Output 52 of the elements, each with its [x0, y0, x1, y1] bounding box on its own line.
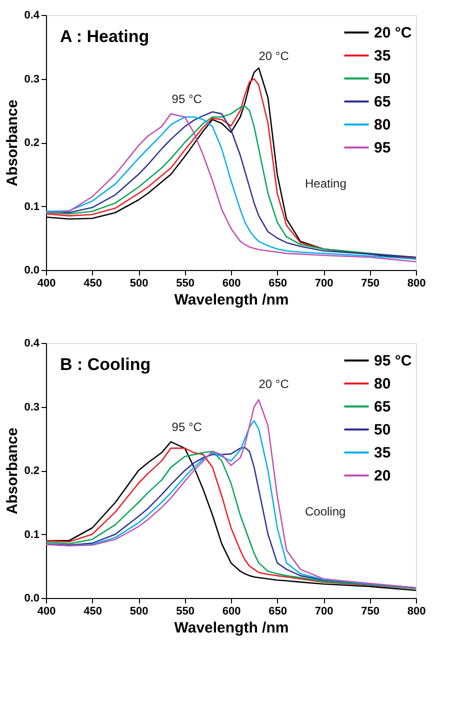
- y-axis-title: Absorbance: [4, 100, 22, 186]
- y-tick-label: 0.2: [24, 137, 40, 149]
- y-axis-title: Absorbance: [4, 428, 22, 514]
- annotation: Heating: [305, 176, 346, 190]
- x-tick-label: 750: [361, 278, 380, 290]
- x-tick-label: 600: [222, 278, 241, 290]
- x-tick-label: 450: [84, 278, 102, 290]
- y-tick-label: 0.0: [24, 264, 40, 276]
- y-tick-label: 0.3: [24, 73, 40, 86]
- legend-label: 65: [374, 398, 391, 416]
- legend-label: 20: [374, 468, 391, 484]
- legend-label: 95: [374, 140, 391, 156]
- legend-label: 80: [374, 116, 391, 134]
- x-tick-label: 800: [407, 278, 426, 290]
- legend-label: 35: [374, 48, 391, 64]
- y-tick-label: 0.1: [24, 528, 40, 541]
- text: A : Heating: [60, 27, 150, 46]
- x-tick-label: 550: [176, 606, 194, 618]
- y-tick-label: 0.3: [24, 401, 40, 414]
- y-tick-label: 0.4: [24, 10, 40, 22]
- legend-label: 95 °C: [374, 352, 412, 370]
- annotation: 95 °C: [172, 420, 202, 434]
- x-tick-label: 550: [176, 278, 194, 290]
- x-tick-label: 450: [84, 606, 102, 618]
- y-tick-label: 0.0: [24, 592, 40, 604]
- x-tick-label: 500: [130, 606, 148, 618]
- x-tick-label: 650: [268, 606, 287, 618]
- annotation: 95 °C: [172, 92, 202, 106]
- annotation: 20 °C: [258, 376, 290, 391]
- x-tick-label: 400: [37, 606, 56, 618]
- x-tick-label: 750: [361, 606, 380, 618]
- x-tick-label: 700: [314, 278, 334, 290]
- legend-label: 50: [374, 70, 391, 88]
- legend-label: 65: [374, 94, 391, 110]
- x-axis-title: Wavelength /nm: [174, 620, 289, 636]
- legend-label: 20 °C: [374, 24, 412, 42]
- x-tick-label: 700: [314, 606, 334, 618]
- legend-label: 80: [374, 376, 391, 392]
- legend-label: 50: [374, 422, 391, 438]
- x-axis-title: Wavelength /nm: [174, 292, 289, 308]
- x-tick-label: 800: [407, 606, 426, 618]
- x-tick-label: 400: [37, 278, 56, 290]
- annotation: Cooling: [305, 504, 346, 518]
- x-tick-label: 500: [130, 278, 148, 290]
- y-tick-label: 0.2: [24, 465, 40, 477]
- y-tick-label: 0.1: [24, 200, 40, 213]
- x-tick-label: 650: [268, 278, 287, 290]
- text: B : Cooling: [60, 355, 151, 374]
- y-tick-label: 0.4: [24, 338, 40, 350]
- legend-label: 35: [374, 444, 391, 462]
- annotation: 20 °C: [258, 48, 290, 63]
- x-tick-label: 600: [222, 606, 241, 618]
